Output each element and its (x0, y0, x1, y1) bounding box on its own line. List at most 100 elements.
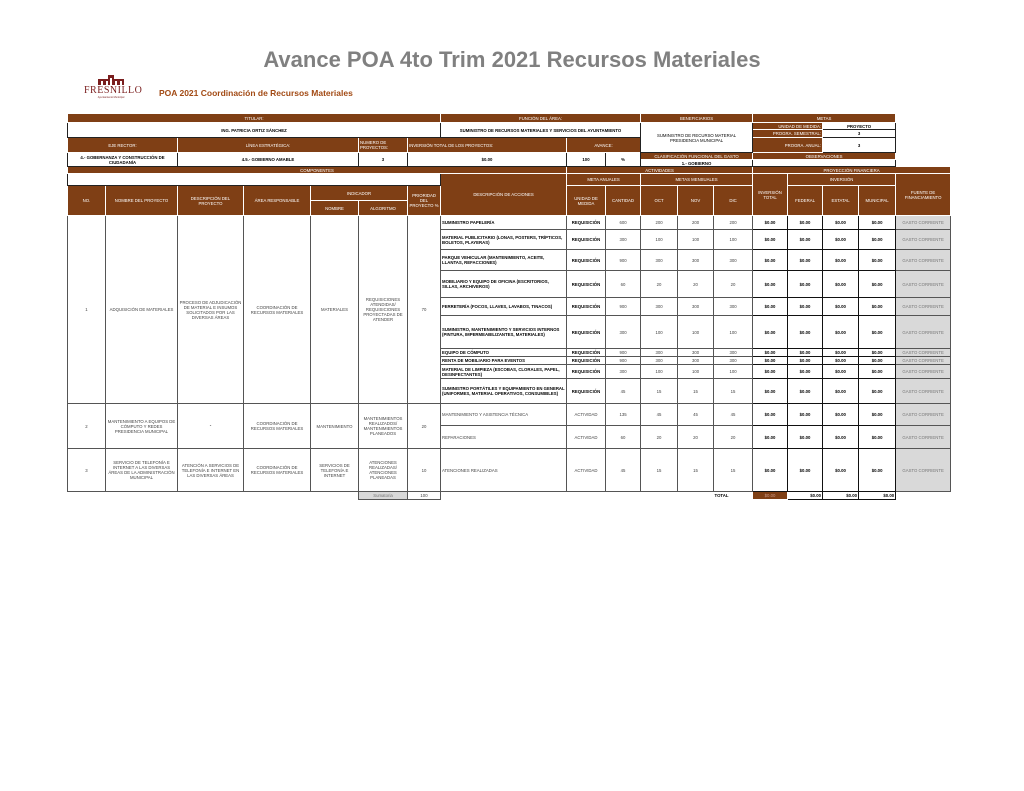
investment-estatal: $0.00 (822, 297, 860, 316)
action-cantidad: 300 (605, 229, 642, 250)
col-federal: FEDERAL (787, 185, 824, 216)
funding-source: GASTO CORRIENTE (895, 315, 952, 349)
action-dic: 300 (713, 356, 754, 365)
action-dic: 100 (713, 315, 754, 349)
investment-estatal: $0.00 (822, 425, 860, 449)
action-description: FERRETERÍA (FOCOS, LLAVES, LAVABOS, TINA… (440, 297, 568, 316)
funding-source: GASTO CORRIENTE (895, 364, 952, 379)
action-oct: 300 (640, 348, 679, 357)
investment-federal: $0.00 (787, 403, 824, 426)
subtitle: POA 2021 Coordinación de Recursos Materi… (159, 88, 353, 98)
funcion-label: FUNCIÓN DEL ÁREA: (440, 113, 642, 123)
inversion-label: INVERSIÓN TOTAL DE LOS PROYECTOS: (406, 137, 568, 153)
action-cantidad: 45 (605, 448, 642, 492)
action-unit: REQUISICIÓN (566, 378, 607, 404)
action-cantidad: 60 (605, 270, 642, 298)
investment-federal: $0.00 (787, 448, 824, 492)
total-federal: $0.00 (787, 491, 824, 500)
project-description: ATENCIÓN A SERVICIOS DE TELEFONÍA E INTE… (177, 448, 244, 492)
action-description: EQUIPO DE CÓMPUTO (440, 348, 568, 357)
action-nov: 300 (677, 249, 715, 271)
action-nov: 20 (677, 425, 715, 449)
table-row: 2 MANTENIMIENTO A EQUIPOS DE CÓMPUTO Y RE… (67, 403, 952, 449)
investment-federal: $0.00 (787, 364, 824, 379)
investment-municipal: $0.00 (858, 249, 897, 271)
total-estatal: $0.00 (822, 491, 860, 500)
investment-total: $0.00 (752, 425, 789, 449)
investment-municipal: $0.00 (858, 403, 897, 426)
investment-total: $0.00 (752, 215, 789, 230)
eje-value: 4.- GOBERNANZA Y CONSTRUCCIÓN DE CIUDADA… (67, 152, 178, 167)
investment-federal: $0.00 (787, 425, 824, 449)
table-row: 3 SERVICIO DE TELEFONÍA E INTERNET A LAS … (67, 448, 952, 492)
col-oct: OCT (640, 185, 679, 216)
logo-tagline: Ayuntamiento Municipal (97, 96, 125, 99)
action-nov: 300 (677, 356, 715, 365)
indicator-name: MATERIALES (310, 215, 359, 404)
col-dic: DIC (713, 185, 754, 216)
investment-total: $0.00 (752, 378, 789, 404)
project-priority: 20 (406, 403, 442, 449)
investment-estatal: $0.00 (822, 348, 860, 357)
project-description: " (177, 403, 244, 449)
action-dic: 20 (713, 270, 754, 298)
investment-estatal: $0.00 (822, 315, 860, 349)
action-description: MOBILIARIO Y EQUIPO DE OFICINA (ESCRITOR… (440, 270, 568, 298)
investment-municipal: $0.00 (858, 315, 897, 349)
investment-total: $0.00 (752, 315, 789, 349)
investment-municipal: $0.00 (858, 229, 897, 250)
observaciones-value (752, 159, 897, 167)
investment-municipal: $0.00 (858, 356, 897, 365)
table-row: MOBILIARIO Y EQUIPO DE OFICINA (ESCRITOR… (68, 270, 952, 298)
action-nov: 20 (677, 270, 715, 298)
funding-source: GASTO CORRIENTE (895, 378, 952, 404)
action-dic: 300 (713, 348, 754, 357)
action-description: RENTA DE MOBILIARIO PARA EVENTOS (440, 356, 568, 365)
eje-label: EJE RECTOR: (67, 137, 178, 153)
action-dic: 15 (713, 448, 754, 492)
col-indicador: INDICADOR (310, 185, 408, 201)
action-nov: 15 (677, 378, 715, 404)
action-oct: 45 (640, 403, 679, 426)
funding-source: GASTO CORRIENTE (895, 229, 952, 250)
action-description: MATERIAL DE LIMPIEZA (ESCOBAS, CLORALES,… (440, 364, 568, 379)
investment-total: $0.00 (752, 229, 789, 250)
funding-source: GASTO CORRIENTE (895, 249, 952, 271)
investment-estatal: $0.00 (822, 356, 860, 365)
project-priority: 10 (406, 448, 442, 492)
action-dic: 45 (713, 403, 754, 426)
indicator-algorithm: REQUISICIONES ATENDIDAS/ REQUISICIONES P… (358, 215, 408, 404)
linea-value: 4.5.- GOBIERNO AMABLE (177, 152, 359, 167)
action-oct: 15 (640, 448, 679, 492)
funding-source: GASTO CORRIENTE (895, 356, 952, 365)
titular-label: TITULAR: (66, 113, 442, 123)
action-dic: 100 (713, 364, 754, 379)
table-row: SUMINISTRO, MANTENIMIENTO Y SERVICIOS IN… (68, 315, 952, 349)
table-row: 1 ADQUISICIÓN DE MATERIALES PROCESO DE ADJ… (67, 215, 952, 404)
componentes-label: COMPONENTES (66, 166, 568, 174)
beneficiarios-value: SUMINISTRO DE RECURSO MATERIAL PRESIDENC… (640, 122, 754, 153)
unidad-value: PROYECTO (822, 122, 897, 130)
proyeccion-label: PROYECCIÓN FINANCIERA (752, 166, 952, 174)
project-name: ADQUISICIÓN DE MATERIALES (105, 215, 178, 404)
action-unit: REQUISICIÓN (566, 215, 607, 230)
funding-source: GASTO CORRIENTE (895, 297, 952, 316)
action-oct: 20 (640, 425, 679, 449)
action-oct: 300 (640, 297, 679, 316)
table-row: PARQUE VEHICULAR (MANTENIMIENTO, ACEITE,… (68, 249, 952, 271)
action-nov: 100 (677, 315, 715, 349)
action-description: SUMINISTRO, MANTENIMIENTO Y SERVICIOS IN… (440, 315, 568, 349)
action-nov: 45 (677, 403, 715, 426)
investment-federal: $0.00 (787, 315, 824, 349)
investment-municipal: $0.00 (858, 270, 897, 298)
col-inv-total: INVERSIÓN TOTAL (752, 173, 789, 216)
investment-federal: $0.00 (787, 378, 824, 404)
project-name: MANTENIMIENTO A EQUIPOS DE CÓMPUTO Y RED… (105, 403, 178, 449)
action-description: SUMINISTRO PAPELERÍA (440, 215, 568, 230)
project-no: 2 (67, 403, 106, 449)
project-name: SERVICIO DE TELEFONÍA E INTERNET A LAS D… (105, 448, 178, 492)
project-area: COORDINACIÓN DE RECURSOS MATERIALES (243, 403, 311, 449)
sumatoria-label: Sumatoria (358, 491, 408, 500)
investment-municipal: $0.00 (858, 215, 897, 230)
investment-total: $0.00 (752, 348, 789, 357)
